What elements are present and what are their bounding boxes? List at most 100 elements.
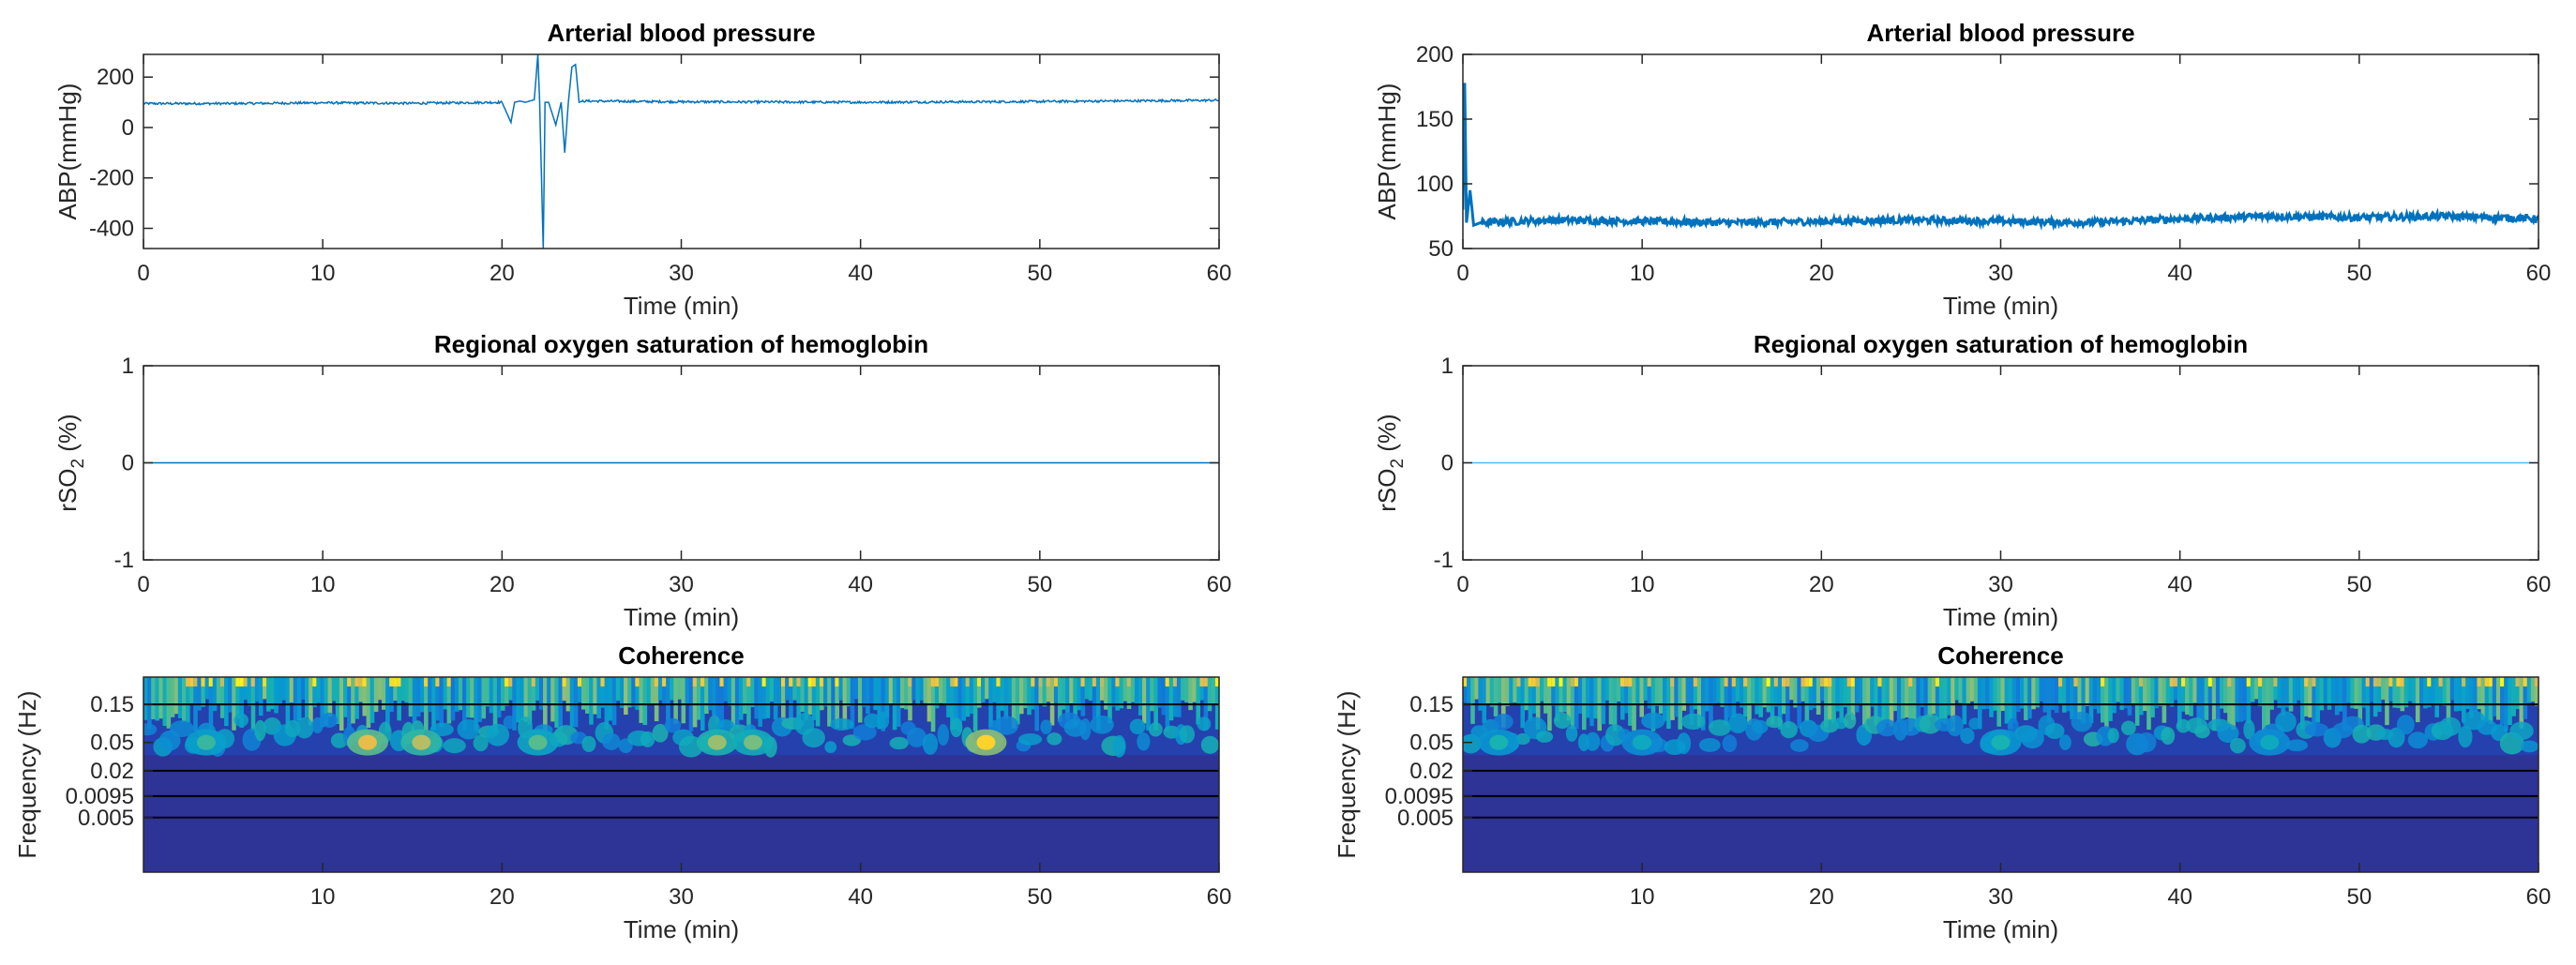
heatmap-cell — [731, 677, 736, 727]
heatmap-cell — [662, 677, 667, 686]
heatmap-cell — [827, 677, 832, 727]
heatmap-cell — [1172, 677, 1178, 686]
subplot-6: Coherence Time (min) Frequency (Hz) 0.15 0.0… — [1333, 641, 2551, 943]
heatmap-blob — [1040, 719, 1052, 734]
heatmap-cell — [2169, 677, 2175, 686]
heatmap-cell — [1815, 677, 1821, 716]
heatmap-cell — [2400, 677, 2405, 686]
heatmap-cell — [2181, 677, 2186, 686]
heatmap-cell — [908, 677, 912, 686]
heatmap-cell — [1782, 677, 1786, 686]
heatmap-cell — [1119, 677, 1124, 709]
heatmap-cell — [2101, 677, 2105, 686]
heatmap-cell — [1824, 677, 1829, 728]
subplot-4: Regional oxygen saturation of hemoglobin… — [1373, 330, 2551, 631]
heatmap-cell — [815, 677, 821, 727]
heatmap-cell — [505, 677, 509, 686]
y-tick-label: 0.0095 — [1385, 784, 1454, 809]
heatmap-blob — [2058, 734, 2071, 750]
x-tick-label: 20 — [1809, 572, 1834, 597]
heatmap-cell — [1104, 677, 1108, 710]
heatmap-cell — [615, 677, 621, 701]
y-axis-label: rSO2 (%) — [1373, 414, 1408, 511]
heatmap-cell — [811, 677, 817, 720]
heatmap-cell — [908, 677, 912, 721]
heatmap-cell — [2296, 677, 2301, 701]
heatmap-blob — [1752, 719, 1769, 734]
heatmap-cell — [1566, 677, 1572, 721]
heatmap-cell — [1150, 677, 1154, 712]
heatmap-cell — [208, 677, 214, 686]
heatmap-cell — [1889, 677, 1894, 727]
heatmap-cell — [1505, 677, 1510, 707]
heatmap-cell — [2431, 677, 2435, 704]
heatmap-cell — [2462, 677, 2466, 686]
heatmap-cell — [527, 677, 533, 725]
heatmap-blob — [1641, 712, 1665, 730]
heatmap-cell — [738, 677, 744, 720]
heatmap-cell — [1100, 677, 1105, 686]
heatmap-cell — [654, 677, 659, 686]
heatmap-cell — [1027, 677, 1032, 716]
heatmap-cell — [2119, 677, 2125, 710]
heatmap-cell — [2273, 677, 2278, 701]
heatmap-cell — [2365, 677, 2371, 686]
heatmap-cell — [1608, 677, 1614, 725]
heatmap-cell — [377, 677, 383, 701]
heatmap-cell — [2253, 677, 2259, 700]
heatmap-cell — [869, 677, 874, 705]
heatmap-cell — [2073, 677, 2078, 686]
heatmap-cell — [723, 677, 729, 701]
heatmap-cell — [692, 677, 698, 686]
heatmap-cell — [1666, 677, 1671, 730]
heatmap-cell — [996, 677, 1002, 686]
heatmap-cell — [1854, 677, 1860, 713]
heatmap-cell — [2519, 677, 2524, 729]
heatmap-cell — [769, 677, 775, 702]
axes-frame — [1462, 53, 2539, 249]
heatmap-blob — [1112, 734, 1126, 758]
heatmap-cell — [1766, 677, 1771, 686]
heatmap-cell — [193, 677, 198, 686]
heatmap-cell — [965, 677, 971, 686]
heatmap-blob — [1698, 737, 1721, 752]
heatmap-cell — [1628, 677, 1633, 686]
heatmap-cell — [408, 677, 414, 717]
heatmap-cell — [250, 677, 256, 686]
heatmap-cell — [1559, 677, 1564, 713]
heatmap-cell — [1709, 677, 1713, 729]
plot-title: Arterial blood pressure — [547, 19, 815, 47]
heatmap-cell — [508, 677, 513, 701]
heatmap-cell — [1916, 677, 1921, 721]
heatmap-cell — [235, 677, 240, 686]
heatmap-cell — [1846, 677, 1852, 716]
heatmap-cell — [247, 677, 252, 706]
heatmap-cell — [1943, 677, 1948, 724]
heatmap-blob — [1960, 727, 1975, 745]
heatmap-cell — [2488, 677, 2493, 724]
heatmap-cell — [1077, 677, 1082, 711]
heatmap-cell — [930, 677, 936, 686]
heatmap-cell — [155, 677, 159, 721]
heatmap-cell — [489, 677, 494, 714]
heatmap-cell — [600, 677, 606, 708]
heatmap-cell — [734, 677, 740, 729]
heatmap-cell — [2338, 677, 2343, 712]
heatmap-cell — [2484, 677, 2490, 723]
heatmap-cell — [677, 677, 682, 700]
heatmap-cell — [954, 677, 958, 730]
heatmap-cell — [873, 677, 878, 711]
heatmap-cell — [904, 677, 909, 710]
heatmap-cell — [1727, 677, 1733, 718]
heatmap-cell — [877, 677, 882, 730]
heatmap-cell — [1181, 677, 1185, 701]
heatmap-cell — [1885, 677, 1891, 724]
heatmap-cell — [216, 677, 221, 705]
heatmap-cell — [1046, 677, 1051, 702]
heatmap-cell — [2143, 677, 2147, 712]
heatmap-blob — [1200, 735, 1219, 754]
heatmap-cell — [884, 677, 890, 718]
y-tick-label: 0.02 — [90, 759, 134, 784]
heatmap-cell — [362, 677, 368, 686]
heatmap-cell — [1773, 677, 1779, 686]
